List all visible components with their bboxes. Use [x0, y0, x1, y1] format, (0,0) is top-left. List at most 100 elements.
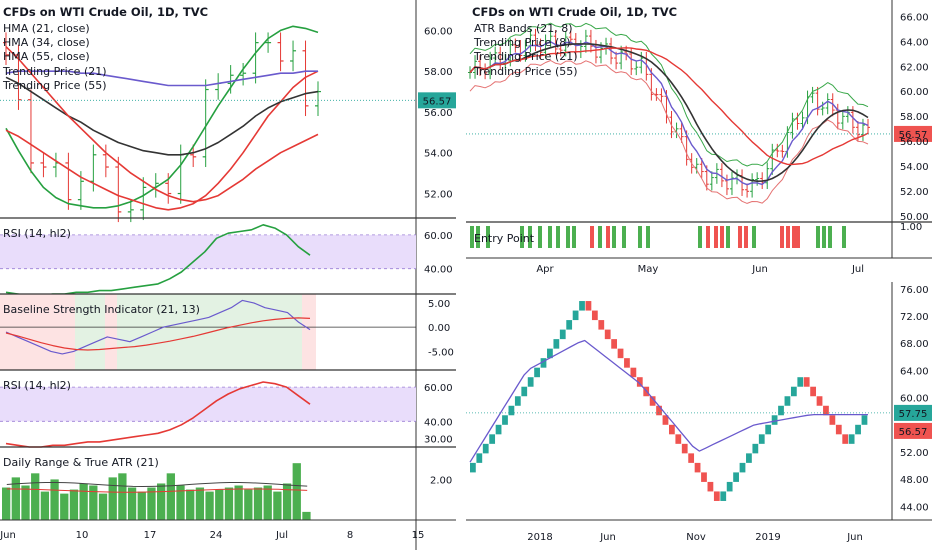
left-price-pane[interactable]: 56.57 60.00 58.00 56.00 54.00 52.00: [0, 0, 456, 550]
renko-brick: [662, 415, 669, 425]
atr-bar: [2, 487, 11, 520]
renko-brick: [502, 415, 508, 425]
entry-signal-bar: [706, 226, 710, 248]
renko-brick: [771, 415, 778, 425]
atr-bar: [186, 489, 195, 520]
atr-bar: [137, 491, 146, 520]
bsi-tick: -5.00: [428, 347, 454, 358]
renko-brick: [476, 453, 483, 463]
trend55-line: [469, 47, 869, 166]
bottom-right-renko-pane[interactable]: 57.75 56.57 76.00 72.00 68.00 64.00 60.00 52.00…: [466, 282, 932, 543]
entry-point-label: Entry Point: [474, 232, 535, 245]
hma21-line: [5, 25, 319, 209]
rsi1-tick: 60.00: [424, 231, 453, 242]
br-x-tick: 2019: [755, 532, 780, 543]
renko-brick: [585, 301, 592, 311]
br-price-tick: 60.00: [900, 394, 929, 405]
rsi1-tick: 40.00: [424, 265, 453, 276]
hma55-line: [5, 70, 318, 87]
atr-bar: [108, 477, 117, 520]
tr-price-tick: 54.00: [900, 162, 929, 173]
atr-bar: [292, 463, 301, 520]
atr-bar: [166, 473, 175, 520]
br-x-tick: 2018: [527, 532, 552, 543]
renko-brick: [572, 310, 579, 321]
bsi-bg-red: [0, 294, 75, 370]
renko-brick: [566, 320, 573, 330]
renko-brick: [733, 472, 739, 482]
atr-bar: [127, 487, 137, 520]
br-price-tick: 76.00: [900, 285, 929, 296]
left-x-tick: 17: [144, 530, 157, 541]
legend-trend55: Trending Price (55): [2, 79, 107, 92]
entry-signal-bar: [752, 226, 756, 248]
bsi-bg-green: [75, 294, 105, 370]
left-atr-label: Daily Range & True ATR (21): [3, 456, 159, 469]
renko-brick: [829, 415, 836, 425]
rsi-band: [0, 387, 416, 422]
entry-signal-bar: [528, 226, 532, 248]
renko-brick: [726, 481, 733, 492]
renko-brick: [521, 386, 528, 397]
tr-x-tick: Jul: [851, 264, 864, 275]
trend21-line: [5, 76, 319, 156]
hma34-line: [5, 70, 319, 211]
renko-brick: [611, 339, 618, 349]
renko-brick: [547, 348, 553, 359]
br-x-tick: Nov: [686, 532, 706, 543]
atr-band-lower: [469, 60, 869, 204]
left-rsi2-pane[interactable]: 60.00 40.00 30.00: [0, 381, 453, 448]
legend-atr-bands: ATR Bands (21, 8): [474, 22, 573, 35]
left-atr-pane[interactable]: 2.00 Jun 10 17 24 Jul 8 15: [0, 463, 456, 541]
atr-bar: [69, 489, 79, 520]
bsi-bg-red: [105, 294, 117, 370]
renko-brick: [636, 377, 643, 387]
renko-brick: [758, 434, 765, 444]
entry-signal-bar: [606, 226, 610, 248]
top-right-price-pane[interactable]: 56.57 66.00 64.00 62.00 60.00 58.00 56.00 54.00…: [466, 0, 932, 258]
rsi2-line: [5, 381, 311, 448]
tr-price-tick: 64.00: [900, 37, 929, 48]
entry-signal-bar: [538, 226, 542, 248]
atr-bar: [224, 487, 234, 520]
atr-bar: [60, 493, 69, 520]
entry-signal-bar: [612, 226, 616, 248]
entry-signal-bar: [726, 226, 730, 248]
rsi2-tick: 40.00: [424, 417, 453, 428]
renko-brick: [778, 405, 784, 416]
true-atr-line: [6, 482, 308, 487]
renko-brick: [591, 310, 598, 321]
top-right-entry-pane[interactable]: 1.00 Apr May Jun Jul: [466, 222, 932, 275]
atr-tick: 2.00: [430, 475, 452, 486]
renko-brick: [810, 386, 817, 397]
entry-signal-bar: [822, 226, 826, 248]
atr-bar: [98, 493, 108, 520]
bsi-slow-line: [5, 317, 311, 351]
left-x-tick: 15: [412, 530, 425, 541]
entry-signal-bar: [638, 226, 642, 248]
entry-signal-bar: [828, 226, 832, 248]
left-price-tag: 56.57: [423, 96, 452, 107]
rsi2-tick: 30.00: [424, 434, 453, 445]
renko-brick: [495, 424, 502, 435]
atr-bar: [282, 483, 292, 520]
br-price-tick: 52.00: [900, 448, 929, 459]
entry-signal-bar: [786, 226, 790, 248]
renko-brick: [489, 434, 496, 444]
left-x-tick: 8: [347, 530, 353, 541]
left-baseline-strength-pane[interactable]: 5.00 0.00 -5.00: [0, 294, 454, 370]
left-rsi-pane[interactable]: 60.00 40.00: [0, 224, 453, 297]
entry-signal-bar: [566, 226, 570, 248]
trend8-line: [469, 41, 869, 186]
entry-signal-bar: [622, 226, 626, 248]
renko-brick: [514, 396, 521, 406]
tr-price-tag-bg: [894, 125, 932, 142]
left-x-tick: Jun: [0, 530, 16, 541]
left-price-tick: 56.00: [424, 108, 453, 119]
entry-signal-bar: [744, 226, 748, 248]
tr-x-tick: May: [638, 264, 659, 275]
bsi-tick: 5.00: [428, 299, 450, 310]
atr-bar: [176, 485, 185, 520]
atr-bar: [253, 487, 263, 520]
